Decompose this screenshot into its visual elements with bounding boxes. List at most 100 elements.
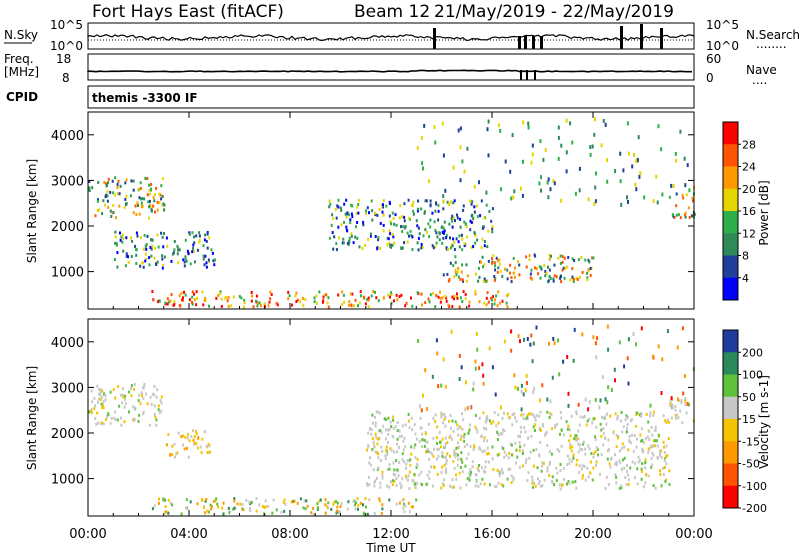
power-cell xyxy=(435,231,438,235)
velocity-noise-cell xyxy=(546,397,549,402)
power-cell xyxy=(351,215,354,219)
velocity-cell xyxy=(591,478,594,482)
velocity-cell xyxy=(651,463,654,467)
velocity-cell xyxy=(618,449,621,453)
power-noise-cell xyxy=(444,188,447,193)
power-cell xyxy=(191,231,194,235)
velocity-cell xyxy=(593,452,596,455)
velocity-cell xyxy=(665,420,668,424)
power-cell xyxy=(268,300,271,304)
velocity-cell xyxy=(520,413,523,417)
velocity-cell xyxy=(626,426,628,430)
velocity-noise-cell xyxy=(607,385,610,390)
velocity-cell xyxy=(556,422,559,426)
velocity-noise-cell xyxy=(682,391,685,396)
velocity-cell xyxy=(570,449,573,453)
velocity-cell xyxy=(377,437,380,441)
power-noise-cell xyxy=(466,146,469,151)
velocity-cell xyxy=(400,434,403,438)
velocity-cell xyxy=(206,451,209,454)
velocity-cell xyxy=(655,439,658,443)
power-cell xyxy=(350,303,353,307)
velocity-cell xyxy=(423,444,426,448)
power-cell xyxy=(438,238,441,242)
power-cell xyxy=(345,225,348,229)
velocity-cell xyxy=(114,410,117,414)
power-cell xyxy=(441,241,444,245)
velocity-cell xyxy=(507,456,510,460)
velocity-cell xyxy=(393,479,396,483)
power-cell xyxy=(185,259,188,263)
power-cell xyxy=(210,248,213,252)
power-cell xyxy=(547,265,549,269)
power-noise-cell xyxy=(442,153,445,158)
nsky-trace xyxy=(87,24,695,49)
power-cell xyxy=(509,271,511,275)
power-cell xyxy=(191,300,193,304)
power-noise-cell xyxy=(520,186,522,191)
power-cell xyxy=(263,302,266,306)
velocity-cell xyxy=(421,445,424,449)
power-cell xyxy=(173,240,176,243)
velocity-cell xyxy=(210,505,213,508)
power-cell xyxy=(143,197,146,201)
velocity-cell xyxy=(514,416,516,420)
velocity-cell xyxy=(467,452,470,456)
power-cell xyxy=(411,248,414,252)
velocity-cell xyxy=(594,435,596,439)
power-noise-cell xyxy=(593,132,596,137)
power-cell xyxy=(130,255,133,258)
velocity-cell xyxy=(389,447,392,451)
velocity-cell xyxy=(376,442,379,446)
power-noise-cell xyxy=(674,151,677,156)
velocity-cell xyxy=(548,450,551,454)
velocity-cell xyxy=(466,477,469,481)
velocity-cell xyxy=(175,452,178,456)
power-cell xyxy=(127,255,129,259)
velocity-noise-cell xyxy=(610,388,613,392)
velocity-noise-cell xyxy=(519,339,521,344)
power-noise-cell xyxy=(553,181,556,186)
velocity-cell xyxy=(615,460,618,464)
nave-tick-top: 60 xyxy=(706,52,721,66)
power-cell xyxy=(456,296,459,300)
velocity-cell xyxy=(569,443,572,447)
velocity-cell xyxy=(133,418,136,422)
velocity-noise-cell xyxy=(594,397,597,402)
power-cell xyxy=(486,245,489,249)
freq-tick-bottom: 8 xyxy=(62,71,70,85)
power-cell xyxy=(461,263,463,267)
velocity-cell xyxy=(614,412,617,416)
power-cell xyxy=(456,292,458,296)
power-cell xyxy=(206,246,209,250)
velocity-noise-cell xyxy=(584,397,587,402)
velocity-noise-cell xyxy=(472,387,475,392)
velocity-cell xyxy=(389,480,392,484)
power-cell xyxy=(116,265,119,269)
velocity-cell xyxy=(407,478,409,482)
velocity-cell xyxy=(502,447,505,451)
velocity-cell xyxy=(387,441,389,444)
velocity-cell xyxy=(101,406,104,410)
power-cell xyxy=(136,201,139,205)
velocity-cell xyxy=(402,439,405,443)
power-cell xyxy=(214,258,216,262)
velocity-cell xyxy=(487,452,490,456)
power-colorbar-segment xyxy=(723,144,738,167)
power-noise-cell xyxy=(565,169,568,174)
power-cell xyxy=(469,219,472,223)
velocity-cell xyxy=(464,464,467,468)
power-cell xyxy=(400,225,403,229)
velocity-noise-cell xyxy=(618,340,621,345)
power-cell xyxy=(375,296,378,300)
velocity-noise-cell xyxy=(464,407,467,412)
power-cell xyxy=(571,267,574,271)
power-cell xyxy=(136,234,139,238)
power-cell xyxy=(388,229,391,233)
power-noise-cell xyxy=(452,165,455,170)
velocity-cell xyxy=(510,474,513,478)
velocity-cell xyxy=(140,391,143,395)
power-cell xyxy=(479,214,482,218)
velocity-cell xyxy=(339,505,342,509)
velocity-cell xyxy=(435,436,438,440)
